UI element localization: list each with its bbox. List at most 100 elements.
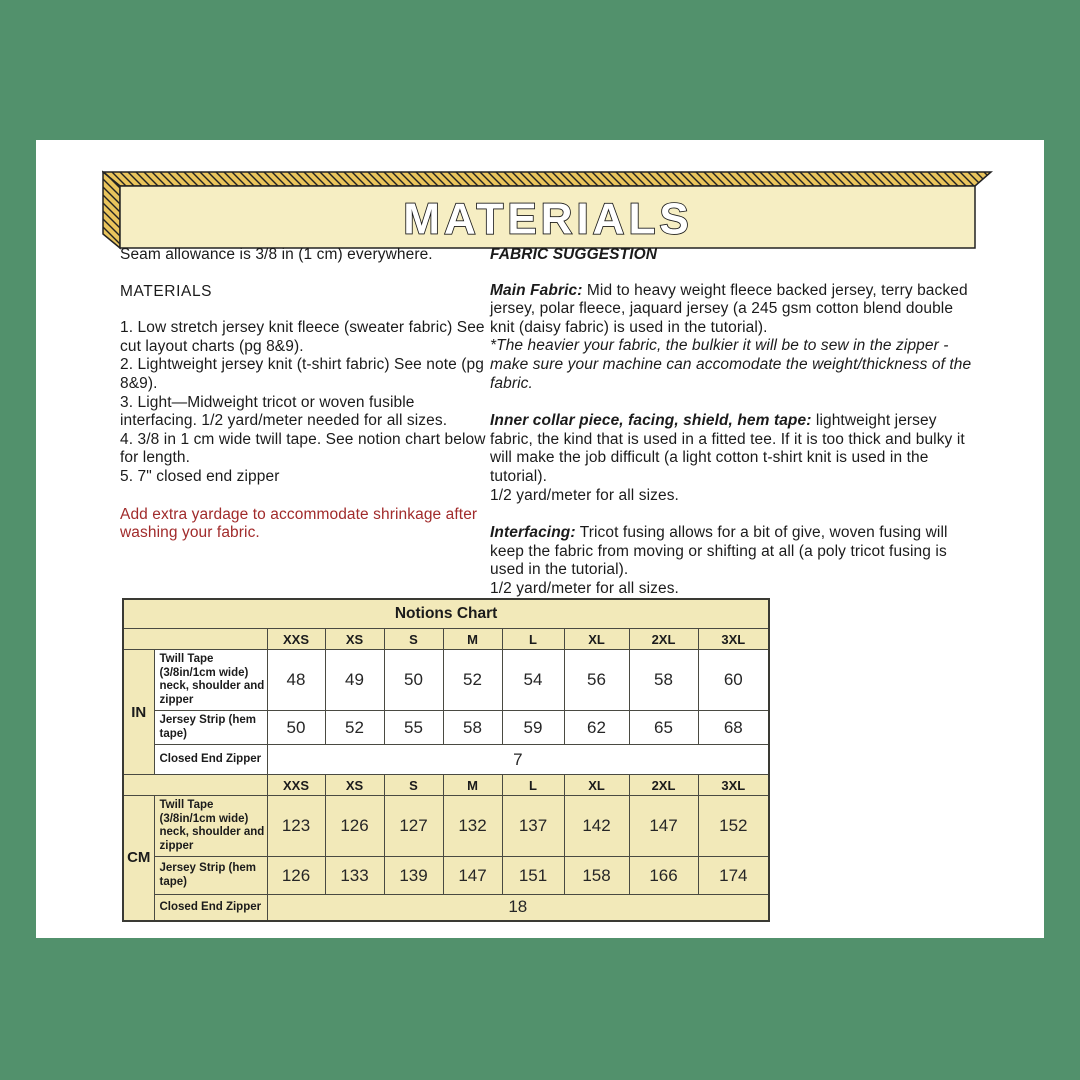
interfacing-paragraph: Interfacing: Tricot fusing allows for a … <box>490 524 974 598</box>
banner-front-face <box>119 185 976 249</box>
value-cell: 55 <box>383 710 444 745</box>
value-cell: 152 <box>697 795 770 857</box>
table-title-row: Notions Chart <box>122 598 770 629</box>
value-cell: 147 <box>442 856 503 895</box>
value-cell: 166 <box>628 856 699 895</box>
materials-item-5: 5. 7" closed end zipper <box>120 467 280 485</box>
value-cell: 60 <box>697 649 770 711</box>
notions-chart-table: Notions Chart XXS XS S M L XL 2XL 3XL IN Twill … <box>122 598 771 922</box>
value-cell: 18 <box>266 894 770 921</box>
value-cell: 54 <box>501 649 565 711</box>
row-label: Jersey Strip (hem tape) <box>153 710 268 745</box>
size-header-cell: XL <box>563 628 630 650</box>
document-page: MATERIALS Seam allowance is 3/8 in (1 cm… <box>36 140 1044 938</box>
table-row: Closed End Zipper 7 <box>123 744 770 775</box>
shrinkage-warning: Add extra yardage to accommodate shrinka… <box>120 505 478 542</box>
table-row: Closed End Zipper 18 <box>123 894 770 921</box>
value-cell: 133 <box>324 856 385 895</box>
value-cell: 151 <box>501 856 565 895</box>
banner-left-face <box>102 170 121 250</box>
table-row: Jersey Strip (hem tape) 50 52 55 58 59 62 65 68 <box>123 710 770 745</box>
materials-item-3: 3. Light—Midweight tricot or woven fusib… <box>120 393 448 430</box>
value-cell: 139 <box>383 856 444 895</box>
table-title: Notions Chart <box>122 598 770 629</box>
main-fabric-text: Mid to heavy weight fleece backed jersey… <box>490 281 968 336</box>
size-header-cell: XL <box>563 774 630 796</box>
inner-collar-lead: Inner collar piece, facing, shield, hem … <box>490 412 812 430</box>
value-cell: 158 <box>563 856 630 895</box>
materials-item-4: 4. 3/8 in 1 cm wide twill tape. See noti… <box>120 430 486 467</box>
value-cell: 126 <box>266 856 326 895</box>
corner-cell <box>122 774 268 796</box>
materials-item-1: 1. Low stretch jersey knit fleece (sweat… <box>120 319 485 355</box>
main-fabric-note: *The heavier your fabric, the bulkier it… <box>490 337 972 392</box>
value-cell: 137 <box>501 795 565 857</box>
size-header-cell: 2XL <box>628 628 699 650</box>
row-label: Closed End Zipper <box>153 894 268 921</box>
value-cell: 50 <box>383 649 444 711</box>
size-header-cell: S <box>383 774 444 796</box>
value-cell: 7 <box>266 744 770 775</box>
size-header-row-cm: XXS XS S M L XL 2XL 3XL <box>122 774 770 796</box>
banner-title: MATERIALS <box>403 195 692 244</box>
value-cell: 126 <box>324 795 385 857</box>
materials-heading: MATERIALS <box>120 282 213 300</box>
value-cell: 48 <box>266 649 326 711</box>
size-header-cell: 3XL <box>697 628 770 650</box>
inner-collar-yardage: 1/2 yard/meter for all sizes. <box>490 486 679 504</box>
value-cell: 132 <box>442 795 503 857</box>
size-header-cell: 2XL <box>628 774 699 796</box>
value-cell: 127 <box>383 795 444 857</box>
banner-top-face <box>102 171 993 187</box>
seam-allowance-note: Seam allowance is 3/8 in (1 cm) everywhe… <box>120 246 433 263</box>
size-header-cell: 3XL <box>697 774 770 796</box>
size-header-cell: L <box>501 628 565 650</box>
materials-banner: MATERIALS <box>102 170 993 250</box>
materials-item-2: 2. Lightweight jersey knit (t-shirt fabr… <box>120 356 484 392</box>
main-fabric-paragraph: Main Fabric: Mid to heavy weight fleece … <box>490 282 974 394</box>
row-label: Jersey Strip (hem tape) <box>153 856 268 895</box>
size-header-row-in: XXS XS S M L XL 2XL 3XL <box>122 628 770 650</box>
table-row: Jersey Strip (hem tape) 126 133 139 147 151 1… <box>123 856 770 895</box>
value-cell: 65 <box>628 710 699 745</box>
row-label: Twill Tape (3/8in/1cm wide) neck, should… <box>153 649 268 711</box>
size-header-cell: M <box>442 628 503 650</box>
inner-collar-paragraph: Inner collar piece, facing, shield, hem … <box>490 412 974 505</box>
value-cell: 58 <box>442 710 503 745</box>
value-cell: 56 <box>563 649 630 711</box>
size-header-cell: XXS <box>266 774 326 796</box>
size-header-cell: XS <box>324 774 385 796</box>
fabric-suggestion-heading: FABRIC SUGGESTION <box>490 246 658 263</box>
size-header-cell: S <box>383 628 444 650</box>
value-cell: 50 <box>266 710 326 745</box>
value-cell: 58 <box>628 649 699 711</box>
size-header-cell: M <box>442 774 503 796</box>
interfacing-lead: Interfacing: <box>490 524 576 542</box>
corner-cell <box>122 628 268 650</box>
value-cell: 52 <box>324 710 385 745</box>
interfacing-text: Tricot fusing allows for a bit of give, … <box>490 524 948 579</box>
interfacing-yardage: 1/2 yard/meter for all sizes. <box>490 579 679 597</box>
inner-collar-text: lightweight jersey fabric, the kind that… <box>490 412 965 485</box>
size-header-cell: XS <box>324 628 385 650</box>
size-header-cell: XXS <box>266 628 326 650</box>
value-cell: 123 <box>266 795 326 857</box>
value-cell: 147 <box>628 795 699 857</box>
table-row: IN Twill Tape (3/8in/1cm wide) neck, sho… <box>122 649 770 775</box>
value-cell: 59 <box>501 710 565 745</box>
unit-label-cm: CM <box>122 795 155 921</box>
value-cell: 142 <box>563 795 630 857</box>
table-row: CM Twill Tape (3/8in/1cm wide) neck, sho… <box>122 795 770 921</box>
row-label: Closed End Zipper <box>153 744 268 775</box>
value-cell: 52 <box>442 649 503 711</box>
value-cell: 174 <box>697 856 770 895</box>
value-cell: 62 <box>563 710 630 745</box>
size-header-cell: L <box>501 774 565 796</box>
value-cell: 68 <box>697 710 770 745</box>
fabric-suggestion-column: FABRIC SUGGESTION Main Fabric: Mid to he… <box>490 246 974 599</box>
value-cell: 49 <box>324 649 385 711</box>
row-label: Twill Tape (3/8in/1cm wide) neck, should… <box>153 795 268 857</box>
materials-column: Seam allowance is 3/8 in (1 cm) everywhe… <box>120 246 492 543</box>
main-fabric-lead: Main Fabric: <box>490 281 583 299</box>
unit-label-in: IN <box>122 649 155 775</box>
